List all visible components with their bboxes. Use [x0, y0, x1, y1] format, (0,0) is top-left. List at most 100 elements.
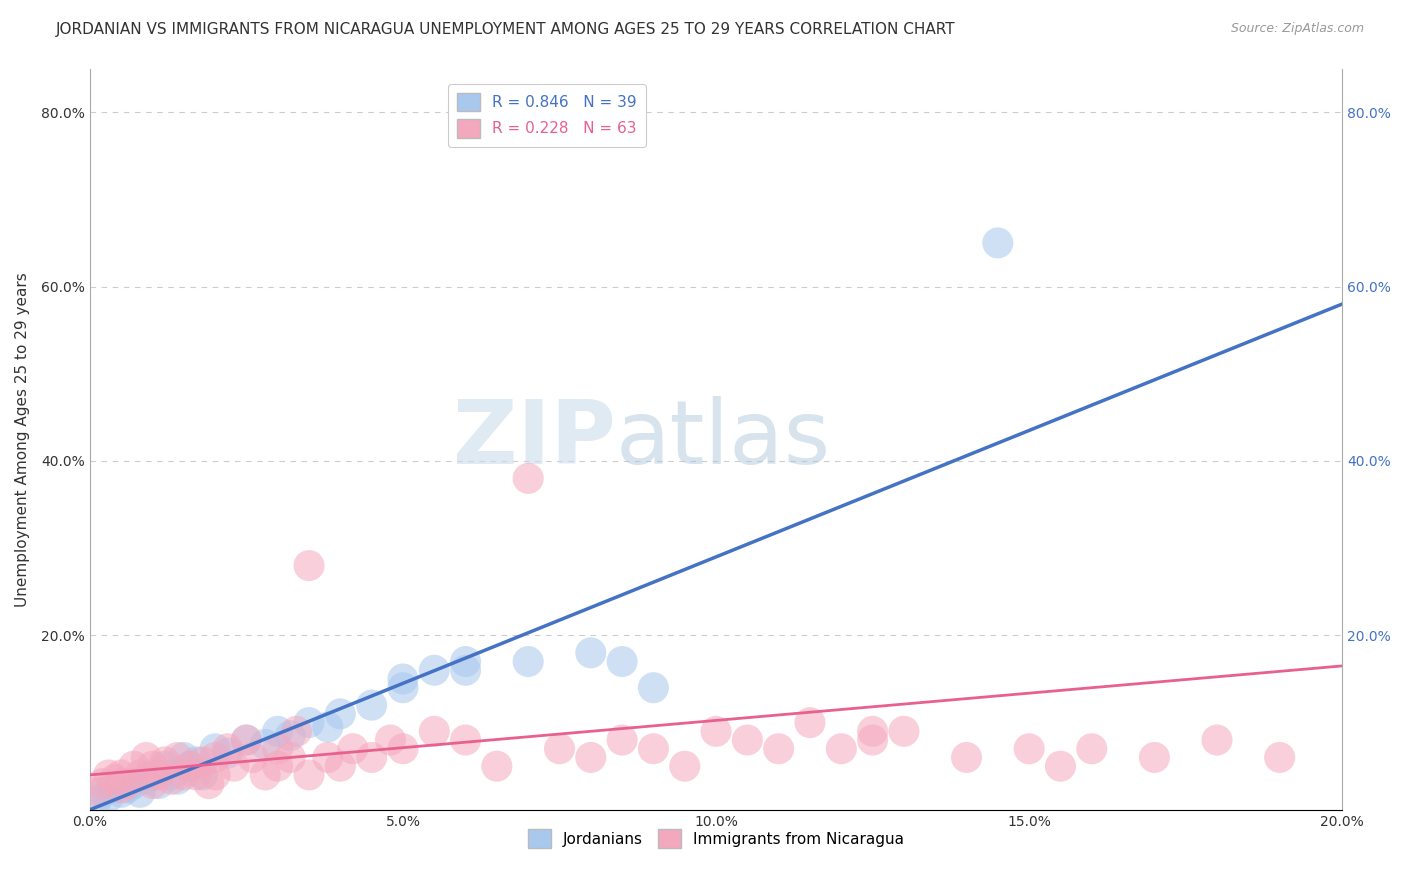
Point: [830, 741, 852, 756]
Point: [737, 733, 759, 747]
Point: [517, 471, 540, 485]
Point: [153, 755, 176, 769]
Point: [129, 768, 152, 782]
Point: [117, 777, 139, 791]
Point: [198, 777, 221, 791]
Point: [104, 780, 127, 795]
Point: [610, 655, 633, 669]
Point: [204, 741, 226, 756]
Point: [179, 759, 201, 773]
Y-axis label: Unemployment Among Ages 25 to 29 years: Unemployment Among Ages 25 to 29 years: [15, 272, 30, 607]
Point: [91, 777, 114, 791]
Point: [360, 698, 382, 713]
Text: ZIP: ZIP: [453, 396, 616, 483]
Point: [392, 672, 415, 686]
Point: [173, 768, 195, 782]
Point: [380, 733, 402, 747]
Point: [254, 738, 277, 752]
Point: [204, 768, 226, 782]
Point: [179, 759, 201, 773]
Point: [110, 768, 132, 782]
Point: [267, 724, 290, 739]
Point: [110, 780, 132, 795]
Point: [1049, 759, 1071, 773]
Legend: Jordanians, Immigrants from Nicaragua: Jordanians, Immigrants from Nicaragua: [522, 823, 911, 854]
Point: [360, 750, 382, 764]
Point: [122, 759, 145, 773]
Point: [316, 750, 339, 764]
Point: [1268, 750, 1291, 764]
Point: [97, 768, 120, 782]
Point: [141, 777, 163, 791]
Point: [454, 663, 477, 677]
Point: [298, 768, 321, 782]
Point: [423, 663, 446, 677]
Point: [267, 741, 290, 756]
Point: [217, 741, 239, 756]
Point: [153, 759, 176, 773]
Point: [148, 777, 170, 791]
Point: [222, 759, 245, 773]
Point: [893, 724, 915, 739]
Point: [97, 789, 120, 804]
Point: [329, 759, 352, 773]
Point: [548, 741, 571, 756]
Point: [141, 768, 163, 782]
Point: [160, 768, 183, 782]
Point: [160, 772, 183, 787]
Point: [298, 715, 321, 730]
Point: [191, 755, 214, 769]
Point: [135, 772, 157, 787]
Point: [135, 750, 157, 764]
Text: atlas: atlas: [616, 396, 831, 483]
Point: [704, 724, 727, 739]
Point: [104, 772, 127, 787]
Point: [217, 746, 239, 760]
Point: [579, 750, 602, 764]
Point: [329, 706, 352, 721]
Point: [84, 785, 107, 799]
Point: [579, 646, 602, 660]
Point: [84, 794, 107, 808]
Point: [191, 768, 214, 782]
Point: [1143, 750, 1166, 764]
Point: [122, 777, 145, 791]
Point: [955, 750, 977, 764]
Text: JORDANIAN VS IMMIGRANTS FROM NICARAGUA UNEMPLOYMENT AMONG AGES 25 TO 29 YEARS CO: JORDANIAN VS IMMIGRANTS FROM NICARAGUA U…: [56, 22, 956, 37]
Point: [235, 733, 257, 747]
Point: [1081, 741, 1104, 756]
Point: [278, 750, 301, 764]
Point: [862, 724, 884, 739]
Point: [610, 733, 633, 747]
Point: [342, 741, 364, 756]
Point: [768, 741, 790, 756]
Point: [110, 777, 132, 791]
Point: [166, 772, 188, 787]
Point: [517, 655, 540, 669]
Point: [148, 768, 170, 782]
Point: [267, 759, 290, 773]
Point: [392, 741, 415, 756]
Text: Source: ZipAtlas.com: Source: ZipAtlas.com: [1230, 22, 1364, 36]
Point: [298, 558, 321, 573]
Point: [91, 785, 114, 799]
Point: [254, 768, 277, 782]
Point: [166, 750, 188, 764]
Point: [173, 750, 195, 764]
Point: [987, 235, 1010, 250]
Point: [242, 750, 264, 764]
Point: [235, 733, 257, 747]
Point: [673, 759, 696, 773]
Point: [129, 785, 152, 799]
Point: [141, 759, 163, 773]
Point: [392, 681, 415, 695]
Point: [285, 724, 308, 739]
Point: [454, 733, 477, 747]
Point: [862, 733, 884, 747]
Point: [643, 681, 665, 695]
Point: [110, 785, 132, 799]
Point: [423, 724, 446, 739]
Point: [117, 780, 139, 795]
Point: [278, 729, 301, 743]
Point: [316, 720, 339, 734]
